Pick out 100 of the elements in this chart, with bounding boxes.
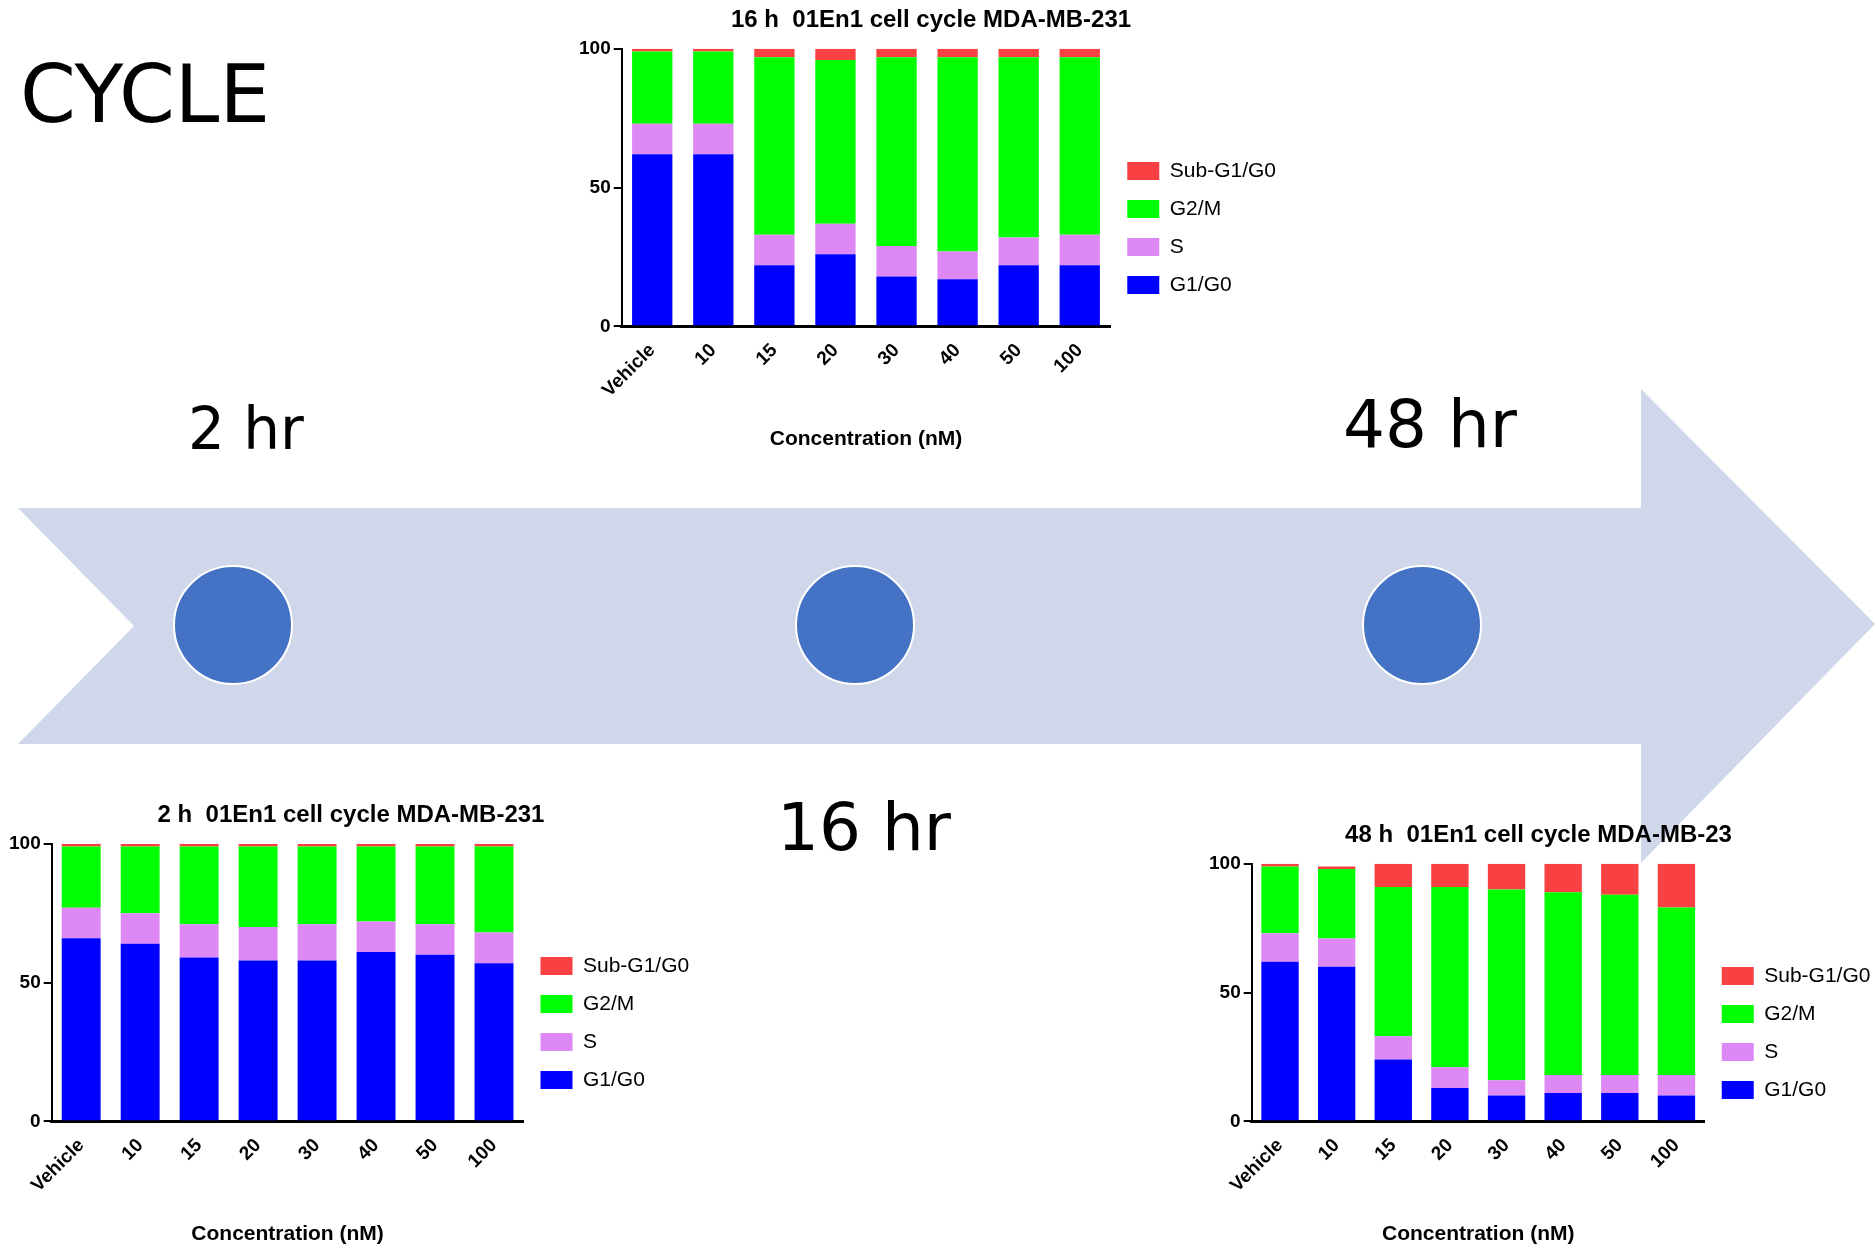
bar <box>1601 1075 1639 1094</box>
bar <box>238 960 278 1121</box>
bar <box>1657 863 1696 908</box>
bar <box>815 254 856 326</box>
bar <box>120 843 160 847</box>
bar <box>61 843 101 847</box>
x-tick-label: 50 <box>1596 1134 1627 1164</box>
y-tick-label: 100 <box>1209 852 1241 874</box>
bar <box>356 843 396 847</box>
bar <box>179 843 219 847</box>
bar <box>1431 1067 1469 1088</box>
text: 2 hr <box>188 395 304 463</box>
x-tick-label: 15 <box>175 1133 206 1164</box>
bar <box>1431 1087 1469 1121</box>
x-tick-label: 10 <box>690 339 720 369</box>
bar <box>238 846 278 928</box>
bar <box>998 57 1039 238</box>
bar <box>1487 889 1526 1081</box>
bar <box>876 276 917 326</box>
bar <box>1487 1095 1526 1121</box>
bar <box>1544 863 1582 893</box>
bar <box>1431 863 1469 887</box>
x-tick-label: 100 <box>1049 339 1087 377</box>
bar <box>876 48 917 58</box>
y-tick-label: 50 <box>589 175 611 197</box>
bar <box>754 57 795 235</box>
bar <box>1544 892 1582 1076</box>
bar <box>61 938 101 1121</box>
bar <box>120 846 160 914</box>
legend-label: G2/M <box>1764 1000 1816 1024</box>
legend-label: S <box>1169 233 1184 257</box>
x-tick-label: 30 <box>873 339 904 369</box>
bar <box>937 251 978 280</box>
y-tick-label: 100 <box>9 832 41 854</box>
bar <box>179 846 219 925</box>
x-tick-label: 30 <box>1483 1134 1514 1164</box>
bar <box>1059 57 1100 235</box>
legend-label: G2/M <box>1169 195 1222 219</box>
bar <box>238 927 278 961</box>
text: CYCLE <box>20 48 270 141</box>
bar <box>754 48 795 58</box>
y-tick-label: 50 <box>19 970 41 992</box>
y-tick-label: 0 <box>1230 1109 1241 1131</box>
bar <box>1261 933 1299 962</box>
x-tick-label: 15 <box>1370 1133 1401 1164</box>
x-tick-label: 20 <box>1426 1134 1457 1164</box>
legend-label: G2/M <box>583 990 635 1014</box>
bar <box>120 943 160 1121</box>
bar <box>1374 886 1412 1037</box>
x-tick-label: 10 <box>116 1134 147 1164</box>
bar <box>1657 1075 1696 1096</box>
bar <box>474 846 514 933</box>
legend-label: G1/G0 <box>1764 1076 1827 1100</box>
y-tick-label: 100 <box>579 37 611 59</box>
bar <box>693 51 734 124</box>
bar <box>937 48 978 58</box>
bar <box>1261 961 1299 1121</box>
text: 48 hr <box>1343 386 1517 463</box>
x-tick-label: 40 <box>934 339 965 369</box>
y-tick-label: 0 <box>600 314 611 336</box>
bar <box>238 843 278 847</box>
x-tick-label: 40 <box>1539 1134 1570 1164</box>
bar <box>693 154 734 326</box>
bar <box>693 48 734 52</box>
bar <box>998 48 1039 58</box>
bar <box>415 843 455 847</box>
x-tick-label: 40 <box>352 1134 383 1164</box>
legend-label: Sub-G1/G0 <box>1169 157 1277 181</box>
bar <box>61 907 101 939</box>
bar <box>1601 894 1639 1076</box>
legend-label: Sub-G1/G0 <box>1764 962 1871 986</box>
bar <box>1431 886 1469 1068</box>
chart-title: 16 h 01En1 cell cycle MDA-MB-231 <box>730 5 1132 33</box>
bar <box>1317 866 1356 869</box>
bar <box>632 48 673 52</box>
x-tick-label: 30 <box>293 1134 324 1164</box>
y-tick-label: 0 <box>30 1109 41 1131</box>
x-tick-label: 100 <box>1645 1134 1683 1172</box>
legend-label: Sub-G1/G0 <box>583 952 690 976</box>
bar <box>1317 938 1356 967</box>
bar <box>356 921 396 953</box>
x-axis-title: Concentration (nM) <box>769 426 963 450</box>
bar <box>120 913 160 944</box>
y-tick-label: 50 <box>1219 980 1241 1002</box>
bar <box>1544 1075 1582 1094</box>
bar <box>815 223 856 255</box>
bar <box>632 154 673 326</box>
bar <box>415 846 455 925</box>
bar <box>415 924 455 955</box>
bar <box>1374 1036 1412 1060</box>
bar <box>61 846 101 908</box>
bar <box>754 234 795 266</box>
bar <box>998 265 1039 326</box>
bar <box>937 57 978 252</box>
bar <box>998 237 1039 266</box>
bar <box>356 952 396 1121</box>
bar <box>179 924 219 958</box>
bar <box>815 59 856 224</box>
bar <box>1374 1059 1412 1121</box>
bar <box>876 57 917 246</box>
